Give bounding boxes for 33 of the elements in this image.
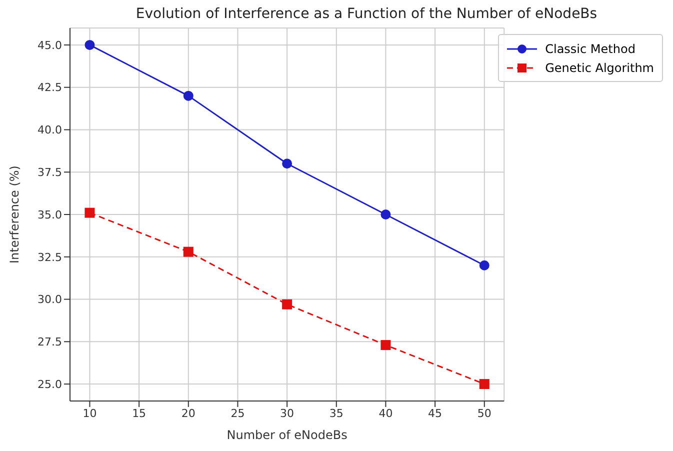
y-tick-label: 40.0	[38, 124, 62, 137]
point	[183, 90, 194, 101]
point	[282, 299, 292, 310]
point	[183, 246, 194, 257]
x-tick-label: 25	[230, 406, 245, 420]
y-tick-label: 45.0	[38, 38, 62, 52]
y-tick-label: 32.5	[38, 250, 62, 264]
point	[282, 158, 292, 169]
x-tick-label: 20	[181, 406, 196, 420]
point	[479, 379, 490, 390]
y-tick-label: 35.0	[38, 208, 62, 222]
x-axis-title: Number of eNodeBs	[226, 428, 348, 442]
y-tick-label: 37.5	[38, 166, 62, 180]
x-tick-label: 35	[329, 406, 344, 420]
point	[380, 340, 391, 350]
legend-label: Genetic Algorithm	[545, 60, 654, 74]
y-tick-label: 42.5	[38, 81, 62, 94]
point	[84, 40, 95, 50]
x-tick-label: 15	[132, 406, 146, 420]
x-tick-label: 10	[82, 406, 97, 420]
y-axis-title: Interference (%)	[7, 166, 22, 264]
x-tick-label: 50	[477, 406, 492, 420]
y-tick-label: 25.0	[38, 378, 62, 391]
x-tick-label: 45	[428, 406, 442, 420]
point	[479, 260, 490, 270]
point	[84, 208, 95, 218]
y-tick-label: 30.0	[38, 293, 62, 306]
x-tick-label: 30	[280, 406, 294, 420]
y-tick-label: 27.5	[38, 336, 62, 349]
x-tick-label: 40	[378, 406, 393, 420]
legend-label: Classic Method	[545, 42, 636, 56]
point	[380, 210, 391, 220]
chart-title: Evolution of Interference as a Function of the Number of eNodeBs	[134, 6, 598, 22]
